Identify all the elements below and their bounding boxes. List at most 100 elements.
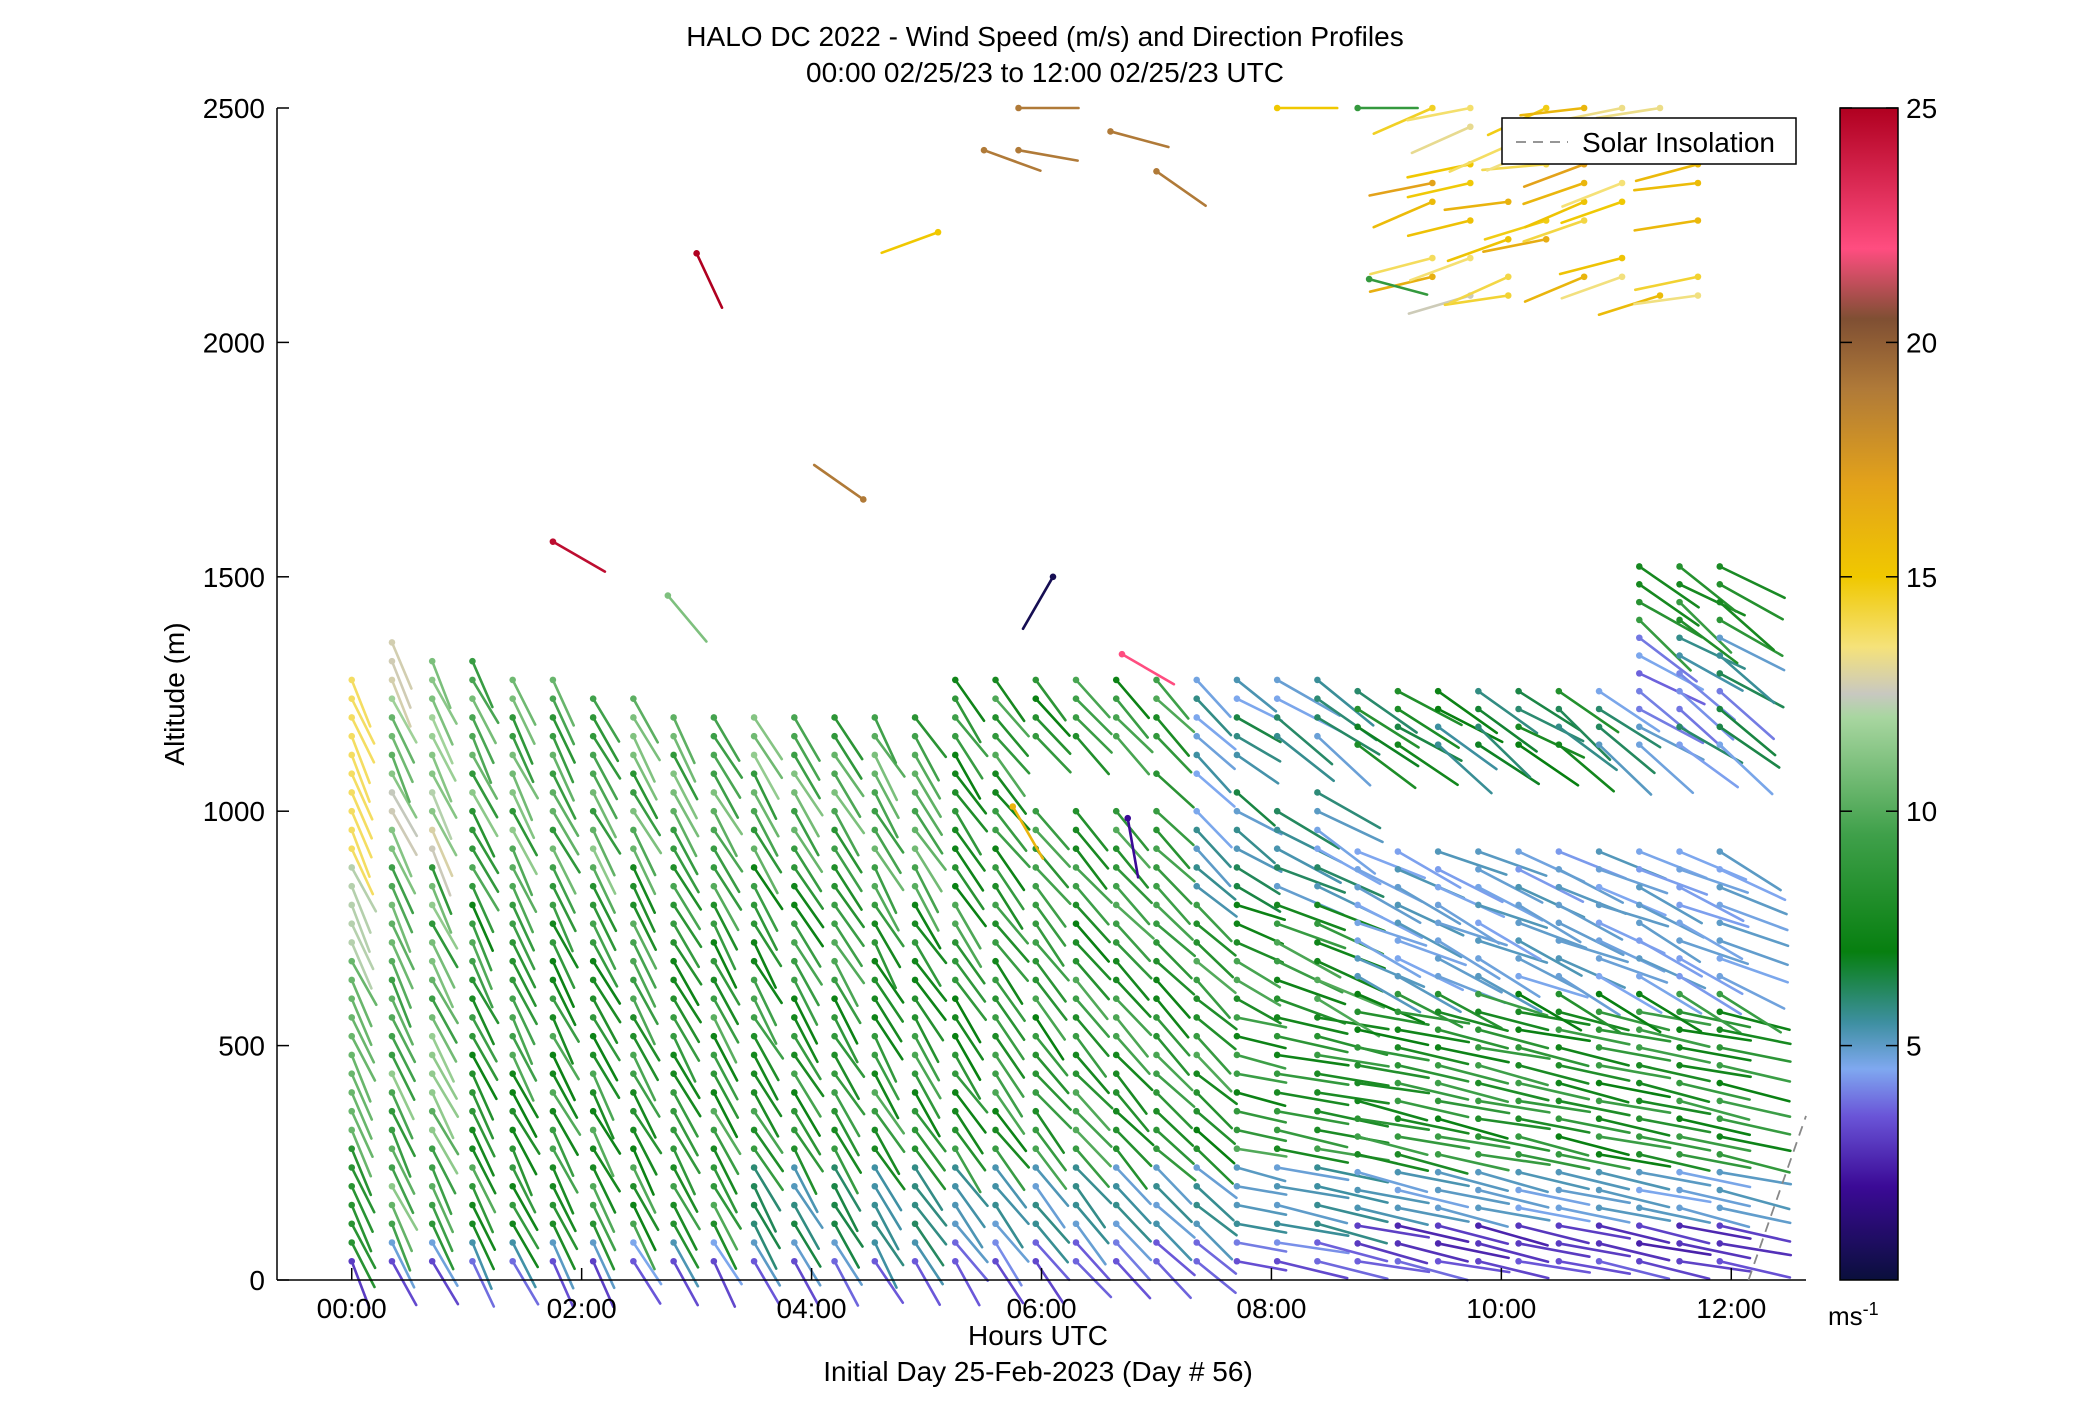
wind-barb-dot xyxy=(750,920,758,928)
wind-barb-stick xyxy=(471,941,493,991)
wind-barb-stick xyxy=(1155,697,1196,734)
wind-barb-stick xyxy=(1557,1188,1631,1205)
wind-barb-stick xyxy=(1718,850,1782,892)
wind-barb-dot xyxy=(670,845,677,853)
colorbar-tick-label: 20 xyxy=(1906,327,1937,358)
wind-barb-dot xyxy=(871,807,879,815)
wind-barb-dot xyxy=(1354,901,1361,909)
wind-barb-stick xyxy=(873,1034,898,1083)
wind-barb-dot xyxy=(1580,273,1588,281)
wind-barb-dot xyxy=(1273,714,1281,721)
wind-barb-dot xyxy=(951,1201,959,1209)
wind-barb-dot xyxy=(1434,937,1442,944)
wind-barb-stick xyxy=(793,1053,825,1098)
wind-barb-dot xyxy=(1394,1133,1402,1140)
wind-barb-dot xyxy=(348,826,356,834)
wind-barb-stick xyxy=(793,922,822,968)
wind-barb-dot xyxy=(750,826,758,834)
wind-barb-stick xyxy=(1436,743,1493,795)
wind-barb-dot xyxy=(1112,1164,1120,1171)
wind-barb-dot xyxy=(509,714,516,721)
wind-barb-stick xyxy=(1678,957,1744,996)
wind-barb-dot xyxy=(1636,866,1643,873)
wind-barb-dot xyxy=(710,732,718,740)
wind-barb-stick xyxy=(471,1184,495,1234)
wind-barb-dot xyxy=(1676,1257,1683,1265)
wind-barb-stick xyxy=(1195,978,1231,1019)
wind-barb-dot xyxy=(871,864,879,871)
wind-barb-dot xyxy=(750,1107,758,1115)
wind-barb-stick xyxy=(1718,565,1786,600)
wind-barb-stick xyxy=(511,1222,540,1269)
wind-barb-stick xyxy=(1235,1091,1287,1108)
wind-barb-stick xyxy=(1410,125,1472,155)
wind-barb-stick xyxy=(551,828,581,874)
wind-barb-dot xyxy=(388,676,396,684)
wind-barb-stick xyxy=(1436,1099,1511,1115)
wind-barb-dot xyxy=(1716,883,1724,891)
wind-barb-dot xyxy=(670,789,677,796)
wind-barb-dot xyxy=(670,1164,677,1171)
wind-barb-stick xyxy=(430,866,453,916)
wind-barb-dot xyxy=(750,732,758,740)
wind-barb-stick xyxy=(1443,294,1510,307)
wind-barb-dot xyxy=(1434,955,1442,962)
wind-barb-stick xyxy=(1718,583,1784,621)
wind-barb-dot xyxy=(1233,1239,1241,1246)
wind-barb-stick xyxy=(873,997,903,1043)
wind-barb-stick xyxy=(1517,1081,1591,1101)
wind-barb-stick xyxy=(1678,565,1738,613)
wind-barb-dot xyxy=(509,976,516,984)
wind-barb-dot xyxy=(791,1257,798,1265)
wind-barb-stick xyxy=(632,866,657,915)
wind-barb-stick xyxy=(632,1034,660,1082)
wind-barb-stick xyxy=(712,1053,739,1101)
wind-barb-stick xyxy=(752,809,779,857)
wind-barb-dot xyxy=(428,901,436,909)
wind-barb-dot xyxy=(348,1070,356,1078)
wind-barb-dot xyxy=(951,1126,959,1134)
wind-barb-stick xyxy=(1436,957,1503,994)
wind-barb-dot xyxy=(348,901,356,909)
y-tick-label: 1500 xyxy=(203,562,265,593)
wind-barb-dot xyxy=(1153,770,1160,777)
wind-barb-stick xyxy=(953,753,982,800)
wind-barb-stick xyxy=(752,1166,782,1212)
wind-barb-dot xyxy=(1354,883,1361,891)
wind-barb-stick xyxy=(1356,850,1426,880)
wind-barb-dot xyxy=(670,864,677,871)
wind-barb-stick xyxy=(511,1016,534,1065)
wind-barb-stick xyxy=(1557,1117,1631,1134)
wind-barb-dot xyxy=(1233,920,1241,928)
wind-barb-stick xyxy=(1597,939,1666,973)
wind-barb-stick xyxy=(712,1109,742,1156)
wind-barb-stick xyxy=(471,659,494,709)
wind-barb-stick xyxy=(1477,992,1549,1017)
wind-barb-dot xyxy=(1676,1061,1683,1069)
wind-barb-dot xyxy=(1032,1107,1040,1115)
wind-barb-stick xyxy=(833,809,860,857)
wind-barb-dot xyxy=(1636,634,1643,642)
wind-barb-stick xyxy=(1597,1081,1671,1099)
wind-barb-dot xyxy=(1515,901,1522,909)
wind-barb-dot xyxy=(791,882,798,890)
wind-barb-dot xyxy=(750,1014,758,1021)
wind-barb-dot xyxy=(951,1051,959,1059)
wind-barb-stick xyxy=(511,678,537,726)
wind-barb-dot xyxy=(1555,1115,1563,1123)
wind-barb-stick xyxy=(1517,1010,1591,1026)
wind-barb-stick xyxy=(672,1147,696,1196)
wind-barb-dot xyxy=(1475,1133,1482,1140)
wind-barb-dot xyxy=(1153,1145,1160,1153)
wind-barb-dot xyxy=(1153,1257,1160,1265)
wind-barb-stick xyxy=(551,809,580,856)
wind-barb-dot xyxy=(791,826,798,834)
wind-barb-dot xyxy=(549,1014,557,1021)
wind-barb-stick xyxy=(1597,1224,1671,1244)
wind-barb-stick xyxy=(752,1016,785,1060)
wind-barb-dot xyxy=(871,1201,879,1209)
wind-barb-stick xyxy=(1356,1099,1429,1122)
wind-barb-dot xyxy=(911,770,919,777)
wind-barb-dot xyxy=(791,1182,798,1190)
